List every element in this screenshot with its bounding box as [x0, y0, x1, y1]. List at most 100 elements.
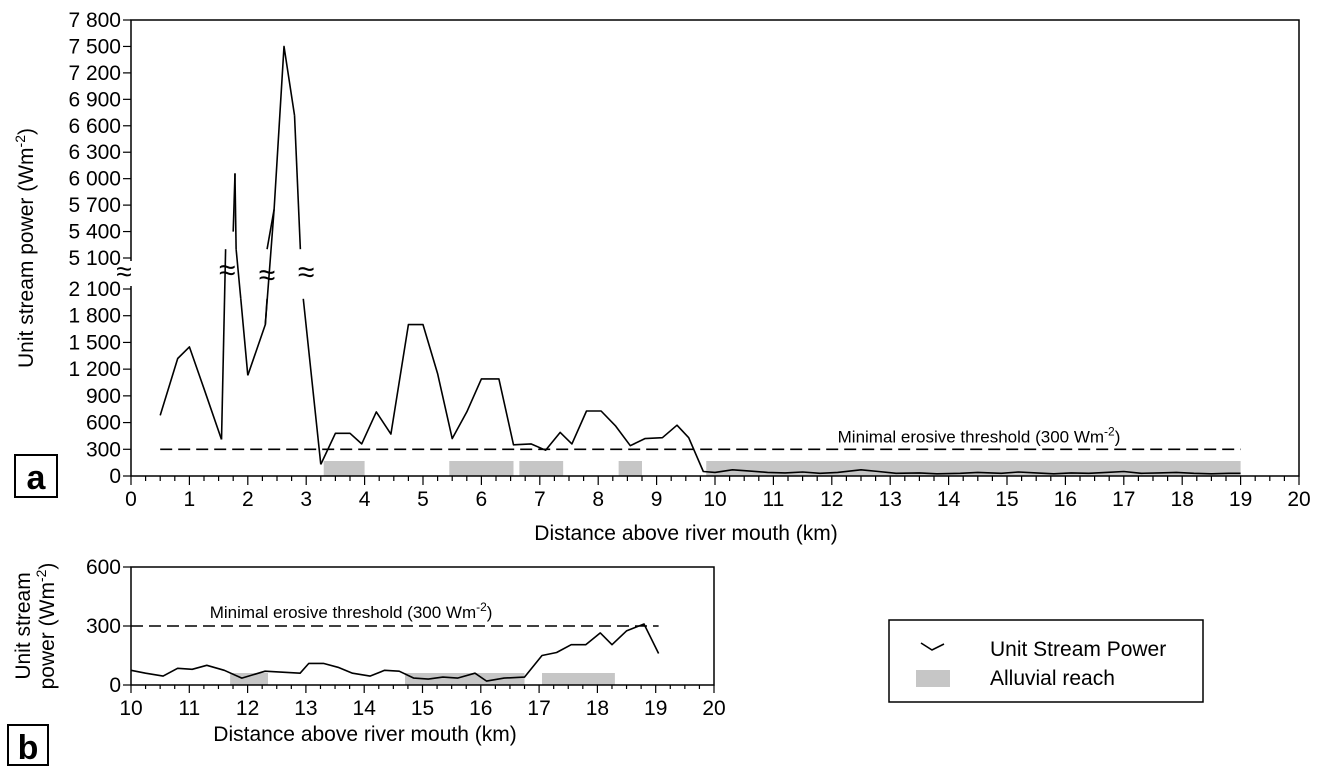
- panel-a-line-break-symbol-2: ≈: [298, 256, 314, 289]
- panel-a-y-tick-label: 1 200: [68, 358, 121, 381]
- panel-a-y-tick-label: 2 100: [68, 278, 121, 301]
- panel-a-y-tick-label: 7 500: [68, 35, 121, 58]
- panel-a-line-break-symbol-0: ≈: [219, 254, 235, 287]
- panel-a-y-tick-label: 300: [86, 438, 121, 461]
- panel-a-axis-break: ≈: [116, 256, 134, 287]
- panel-b-y-tick-label: 0: [109, 674, 121, 697]
- panel-b-y-axis-title-line2: power (Wm-2): [33, 563, 59, 690]
- panel-a-y-tick-label: 5 700: [68, 194, 121, 217]
- panel-b-x-tick-label: 20: [702, 697, 725, 720]
- panel-a-break-connector-5: [266, 209, 275, 250]
- panel-a-series: ≈ ≈ ≈: [159, 45, 1241, 475]
- panel-a-alluvial-bars: [323, 461, 1241, 476]
- panel-b-label-box: [7, 724, 49, 766]
- legend-box: [888, 619, 1204, 703]
- panel-a-x-ticks: 0 1 2 3 4 5 6 7 8 9 10 11 12 13 14 15 16 17 18 19 20: [125, 476, 1311, 511]
- panel-a-x-tick-label: 8: [592, 488, 604, 511]
- panel-a-x-tick-label: 12: [820, 488, 843, 511]
- panel-a-x-tick-label: 20: [1287, 488, 1310, 511]
- panel-a-x-tick-label: 6: [476, 488, 488, 511]
- panel-a-y-tick-label: 6 900: [68, 88, 121, 111]
- panel-a-label-box: [14, 454, 58, 498]
- panel-a-alluvial-bar-3: [618, 461, 642, 476]
- panel-a-y-tick-label: 7 200: [68, 62, 121, 85]
- panel-a-break-connector-2: [235, 249, 242, 299]
- panel-a-x-tick-label: 19: [1229, 488, 1252, 511]
- panel-b-x-tick-label: 17: [527, 697, 550, 720]
- panel-b-x-tick-label: 15: [411, 697, 434, 720]
- panel-a-break-connector-7: [302, 298, 322, 465]
- legend-line-label: Unit Stream Power: [990, 638, 1166, 661]
- panel-a-x-tick-label: 15: [995, 488, 1018, 511]
- panel-a-x-tick-label: 16: [1054, 488, 1077, 511]
- panel-b-x-ticks: 10 11 12 13 14 15 16 17 18 19 20: [119, 685, 726, 720]
- panel-a-axis-break-symbol: ≈: [116, 256, 131, 287]
- panel-b-x-tick-label: 12: [236, 697, 259, 720]
- panel-a-alluvial-bar-4: [706, 461, 1241, 476]
- panel-a-x-tick-label: 9: [651, 488, 663, 511]
- panel-a-x-tick-label: 18: [1171, 488, 1194, 511]
- panel-b-alluvial-bar-2: [542, 673, 615, 685]
- panel-a-y-ticks: 0 300 600 900 1 200 1 500 1 800 2 100 5 100 5 400…: [68, 9, 131, 488]
- panel-a-series-line-0: [159, 346, 223, 440]
- panel-a-plot-frame: [130, 19, 1300, 477]
- panel-a-threshold-label: Minimal erosive threshold (300 Wm-2): [838, 424, 1121, 446]
- panel-a-x-tick-label: 10: [703, 488, 726, 511]
- panel-a-break-connector-0: [220, 249, 227, 440]
- panel-a-y-tick-label: 0: [109, 465, 121, 488]
- panel-a-y-tick-label: 5 100: [68, 247, 121, 270]
- panel-a-y-tick-label: 1 500: [68, 331, 121, 354]
- panel-b-y-tick-label: 600: [86, 556, 121, 579]
- panel-a-x-tick-label: 3: [300, 488, 312, 511]
- panel-a-y-tick-label: 1 800: [68, 305, 121, 328]
- panel-b-series-line-0: [130, 623, 660, 682]
- panel-a-x-tick-label: 17: [1112, 488, 1135, 511]
- legend-bar-swatch: [916, 670, 950, 687]
- panel-a-y-tick-label: 900: [86, 385, 121, 408]
- legend-line-swatch: [920, 642, 945, 651]
- legend: Unit Stream Power Alluvial reach: [888, 619, 1204, 703]
- panel-a-y-tick-label: 6 600: [68, 115, 121, 138]
- panel-b-x-tick-label: 14: [353, 697, 377, 720]
- panel-a-break-connector-3: [239, 298, 249, 376]
- panel-a-x-tick-label: 11: [762, 488, 784, 511]
- panel-b-y-tick-label: 300: [86, 615, 121, 638]
- panel-b-alluvial-bar-0: [230, 673, 269, 685]
- panel-a-y-tick-label: 6 000: [68, 168, 121, 191]
- panel-a-y-tick-label: 7 800: [68, 9, 121, 32]
- panel-a-y-tick-label: 600: [86, 412, 121, 435]
- panel-a: ≈ Minimal erosive threshold (300 Wm-2) ≈…: [12, 9, 1311, 545]
- panel-b-x-tick-label: 10: [119, 697, 142, 720]
- panel-a-x-axis-title: Distance above river mouth (km): [534, 522, 837, 545]
- panel-b-x-tick-label: 19: [644, 697, 667, 720]
- panel-a-y-tick-label: 5 400: [68, 221, 121, 244]
- panel-a-alluvial-bar-1: [449, 461, 514, 476]
- panel-a-x-tick-label: 14: [937, 488, 961, 511]
- panel-a-x-tick-label: 0: [125, 488, 137, 511]
- panel-b-y-axis-title-line1: Unit stream: [12, 572, 35, 679]
- panel-b-alluvial-bars: [230, 673, 615, 685]
- panel-a-x-tick-label: 1: [184, 488, 196, 511]
- panel-a-line-break-symbol-1: ≈: [259, 259, 275, 292]
- panel-a-alluvial-bar-2: [519, 461, 564, 476]
- panel-a-x-tick-label: 5: [417, 488, 429, 511]
- panel-a-axis-gap: [128, 261, 134, 286]
- panel-b-alluvial-bar-1: [405, 673, 525, 685]
- panel-a-x-tick-label: 4: [359, 488, 371, 511]
- legend-bar-label: Alluvial reach: [990, 667, 1115, 690]
- panel-b-series: [130, 623, 660, 682]
- panel-b-y-ticks: 0 300 600: [86, 556, 131, 697]
- panel-a-break-connector-6: [293, 115, 302, 250]
- panel-a-series-line-2: [247, 45, 296, 376]
- panel-a-series-line-3: [320, 323, 1241, 475]
- panel-a-break-connector-4: [264, 298, 268, 325]
- panel-a-y-tick-label: 6 300: [68, 141, 121, 164]
- panel-a-x-tick-label: 13: [879, 488, 902, 511]
- panel-a-x-tick-label: 2: [242, 488, 254, 511]
- panel-b-threshold-label: Minimal erosive threshold (300 Wm-2): [210, 600, 493, 622]
- panel-b-x-tick-label: 16: [469, 697, 492, 720]
- panel-a-alluvial-bar-0: [323, 461, 365, 476]
- panel-a-y-axis-title: Unit stream power (Wm-2): [12, 128, 38, 368]
- panel-b-x-tick-label: 18: [586, 697, 609, 720]
